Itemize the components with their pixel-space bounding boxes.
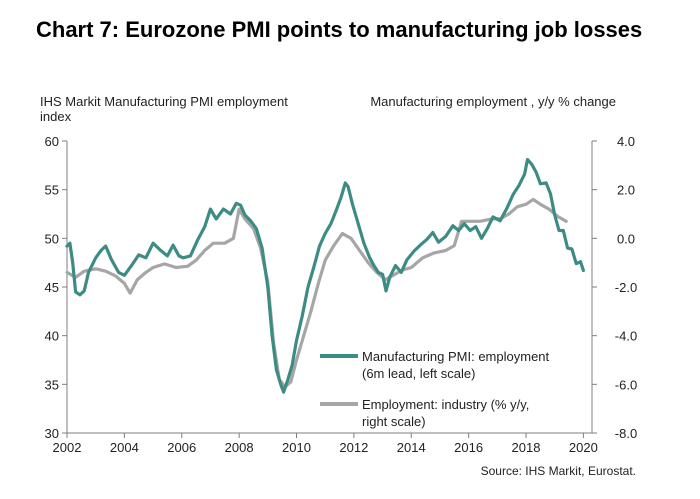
right-tick-label: -4.0 — [615, 329, 637, 344]
left-tick-label: 45 — [45, 280, 59, 295]
right-tick-label: 2.0 — [617, 183, 635, 198]
x-tick-label: 2008 — [225, 440, 254, 455]
x-tick-label: 2012 — [339, 440, 368, 455]
x-tick-label: 2010 — [282, 440, 311, 455]
left-tick-label: 60 — [45, 134, 59, 149]
legend-label-line: (6m lead, left scale) — [362, 366, 475, 381]
series-group — [65, 157, 585, 394]
x-tick-label: 2014 — [397, 440, 426, 455]
right-tick-label: -6.0 — [615, 377, 637, 392]
right-tick-label: -2.0 — [615, 280, 637, 295]
x-tick-label: 2004 — [110, 440, 139, 455]
left-tick-label: 30 — [45, 426, 59, 441]
right-axis-label: Manufacturing employment , y/y % change — [370, 94, 616, 109]
x-tick-label: 2002 — [53, 440, 82, 455]
right-tick-label: 4.0 — [617, 134, 635, 149]
source-note: Source: IHS Markit, Eurostat. — [480, 464, 636, 478]
legend-label-line: Manufacturing PMI: employment — [362, 349, 550, 364]
legend: Manufacturing PMI: employment (6m lead, l… — [320, 349, 550, 429]
legend-label-employment: Employment: industry (% y/y, right scale) — [362, 397, 529, 429]
left-tick-label: 40 — [45, 329, 59, 344]
left-axis-label: IHS Markit Manufacturing PMI employment … — [40, 94, 288, 124]
legend-label-line: right scale) — [362, 414, 426, 429]
right-tick-label: -8.0 — [615, 426, 637, 441]
left-tick-label: 35 — [45, 377, 59, 392]
legend-label-pmi: Manufacturing PMI: employment (6m lead, l… — [362, 349, 550, 381]
x-tick-label: 2016 — [454, 440, 483, 455]
pmi-employment-line — [65, 157, 585, 394]
x-tick-label: 2020 — [569, 440, 598, 455]
axes-group: 30 35 40 45 50 55 60 -8.0 -6.0 -4.0 -2.0 0.0 2.0 4.0 2… — [45, 134, 638, 455]
legend-label-line: Employment: industry (% y/y, — [362, 397, 529, 412]
left-tick-label: 50 — [45, 231, 59, 246]
x-tick-label: 2006 — [167, 440, 196, 455]
x-tick-label: 2018 — [512, 440, 541, 455]
right-tick-label: 0.0 — [617, 231, 635, 246]
chart-title: Chart 7: Eurozone PMI points to manufact… — [36, 17, 643, 42]
industry-employment-line — [65, 197, 568, 389]
left-tick-label: 55 — [45, 183, 59, 198]
